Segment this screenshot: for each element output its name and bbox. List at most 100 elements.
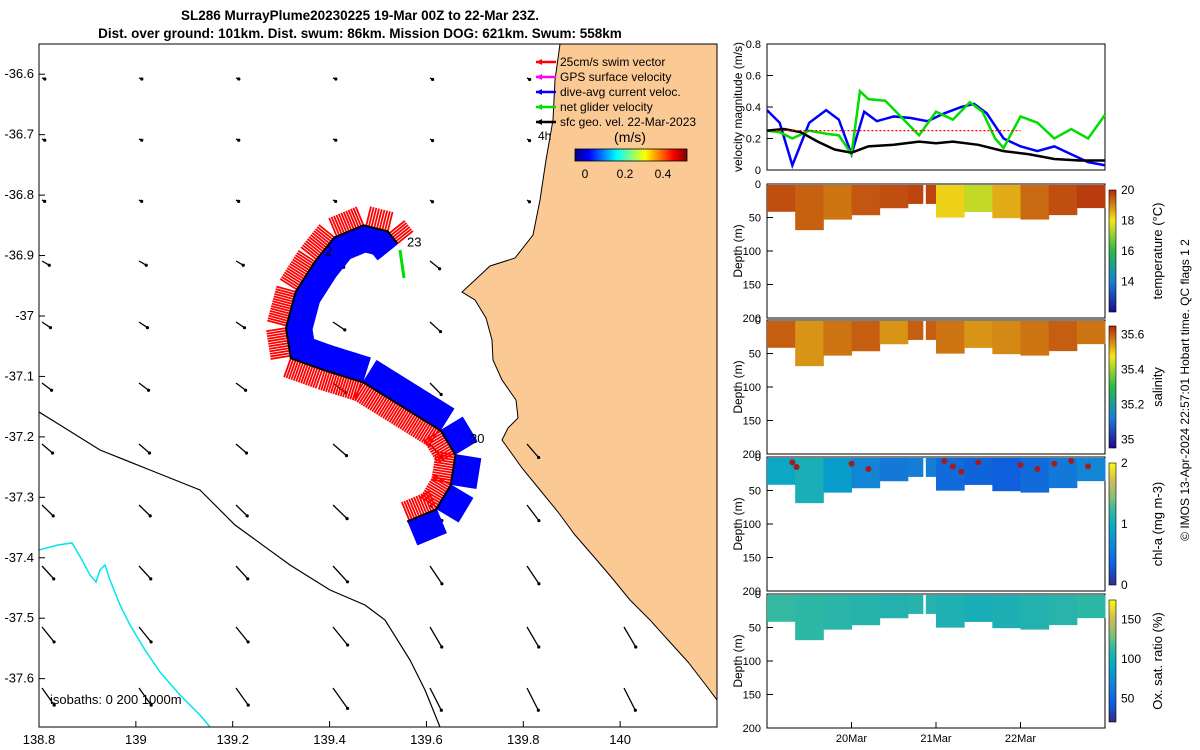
dive-avg-current-stroke <box>418 394 435 418</box>
sfc-velocity-arrowhead <box>346 643 350 647</box>
time-tick-label: 21Mar <box>920 733 952 745</box>
sfc-velocity-arrowhead <box>52 703 56 707</box>
dive-avg-current-stroke <box>413 391 429 415</box>
dive-avg-current-stroke <box>357 227 369 253</box>
dive-avg-current-stroke <box>390 377 406 401</box>
swim-vector-stroke <box>433 463 454 469</box>
swim-vector-stroke <box>339 376 348 397</box>
section-ytick-label: 200 <box>743 313 761 325</box>
dive-avg-current-stroke <box>418 516 431 541</box>
section-cell <box>1020 458 1050 493</box>
colorbar-tick-label: 35 <box>1121 432 1135 446</box>
swim-vector-stroke <box>310 234 327 249</box>
dive-avg-current-stroke <box>299 283 323 300</box>
dive-avg-current-stroke <box>366 362 383 386</box>
dive-avg-current-stroke <box>408 520 421 545</box>
sfc-velocity-arrowhead <box>334 138 338 142</box>
sfc-velocity-arrowhead <box>43 199 47 203</box>
sfc-velocity-arrowhead <box>145 326 150 330</box>
swim-vector-stroke <box>430 478 449 491</box>
section-cell <box>795 458 824 504</box>
dive-avg-current-stroke <box>453 468 479 475</box>
sfc-velocity-arrowhead <box>334 199 338 203</box>
dive-avg-current-stroke <box>369 364 386 388</box>
dive-avg-current-stroke <box>300 282 324 299</box>
swim-vector-stroke <box>274 293 294 300</box>
swim-vector-stroke <box>268 339 289 345</box>
sfc-velocity-arrowhead <box>48 326 53 330</box>
dive-avg-current-stroke <box>380 231 389 257</box>
dive-avg-current-stroke <box>435 405 451 429</box>
section-ytick-label: 50 <box>749 623 761 635</box>
sfc-velocity-arrow <box>41 382 52 391</box>
dive-avg-current-stroke <box>362 224 375 250</box>
section-ytick-label: 100 <box>743 246 761 258</box>
map-xtick-label: 139.2 <box>216 732 249 747</box>
swim-vector-stroke <box>420 493 430 513</box>
dive-avg-current-stroke <box>292 334 303 360</box>
section-cell <box>823 595 852 630</box>
dive-avg-current-stroke <box>452 474 479 481</box>
velocity-ytick-label: 0.6 <box>746 71 761 83</box>
dive-avg-current-stroke <box>443 421 467 437</box>
swim-vector-stroke <box>425 487 444 500</box>
dive-avg-current-stroke <box>339 350 349 376</box>
dive-avg-current-stroke <box>317 257 339 275</box>
swim-vector-stroke <box>276 285 296 293</box>
sfc-velocity-arrow <box>332 504 348 520</box>
sfc-velocity-arrow <box>235 443 247 454</box>
dive-avg-current-stroke <box>286 324 312 331</box>
dive-avg-current-stroke <box>400 383 416 407</box>
dive-avg-current-stroke <box>455 454 482 461</box>
velocity-ytick-label: 0.2 <box>746 134 761 146</box>
dive-avg-current-stroke <box>420 396 437 420</box>
dive-avg-current-stroke <box>311 266 335 282</box>
sfc-velocity-arrow <box>41 687 55 706</box>
section-cell <box>823 458 852 493</box>
swim-vector-stroke <box>347 209 358 229</box>
dive-avg-current-stroke <box>440 416 464 432</box>
swim-vector-stroke <box>431 443 450 456</box>
sfc-velocity-arrow <box>235 382 246 391</box>
section-ytick-label: 100 <box>743 656 761 668</box>
dive-avg-current-stroke <box>357 355 368 382</box>
dive-avg-current-stroke <box>333 236 356 255</box>
map-xtick-label: 139.6 <box>410 732 443 747</box>
dive-avg-current-stroke <box>380 370 396 394</box>
swim-vector-stroke <box>399 411 412 430</box>
dive-avg-current-stroke <box>446 427 471 443</box>
dive-avg-current-stroke <box>452 473 479 480</box>
swim-vector-stroke <box>282 273 301 287</box>
swim-vector-stroke <box>267 334 288 340</box>
dive-avg-current-stroke <box>314 342 325 368</box>
sfc-velocity-arrowhead <box>244 451 249 455</box>
section-cell <box>795 321 824 367</box>
sfc-velocity-arrowhead <box>149 577 153 581</box>
dive-avg-current-stroke <box>285 323 312 329</box>
dive-avg-current-stroke <box>326 245 349 264</box>
dive-avg-current-stroke <box>331 239 353 258</box>
dive-avg-current-stroke <box>303 277 327 294</box>
map-ytick-label: -36.7 <box>4 127 34 142</box>
dive-avg-current-stroke <box>416 393 433 417</box>
dive-avg-current-stroke <box>450 484 474 500</box>
dive-avg-current-stroke <box>419 515 432 541</box>
sfc-velocity-arrowhead <box>528 77 532 82</box>
dive-avg-current-stroke <box>421 514 434 540</box>
swim-vector-stroke <box>330 373 338 394</box>
dive-avg-current-stroke <box>414 392 430 416</box>
isobath-0m <box>39 542 211 727</box>
sfc-velocity-arrowhead <box>237 138 241 142</box>
dive-avg-current-stroke <box>445 425 469 441</box>
swim-vector-stroke <box>268 344 289 350</box>
swim-vector-stroke <box>269 349 290 355</box>
dive-avg-current-stroke <box>350 353 361 380</box>
section-colorbar <box>1108 599 1117 723</box>
dive-avg-current-stroke <box>318 343 329 369</box>
swim-vector-stroke <box>305 240 323 255</box>
sfc-velocity-arrowhead <box>537 645 541 649</box>
swim-vector-stroke <box>286 267 305 280</box>
dive-avg-current-stroke <box>434 509 446 535</box>
dive-avg-current-stroke <box>427 400 444 424</box>
sfc-velocity-arrow <box>235 626 249 643</box>
